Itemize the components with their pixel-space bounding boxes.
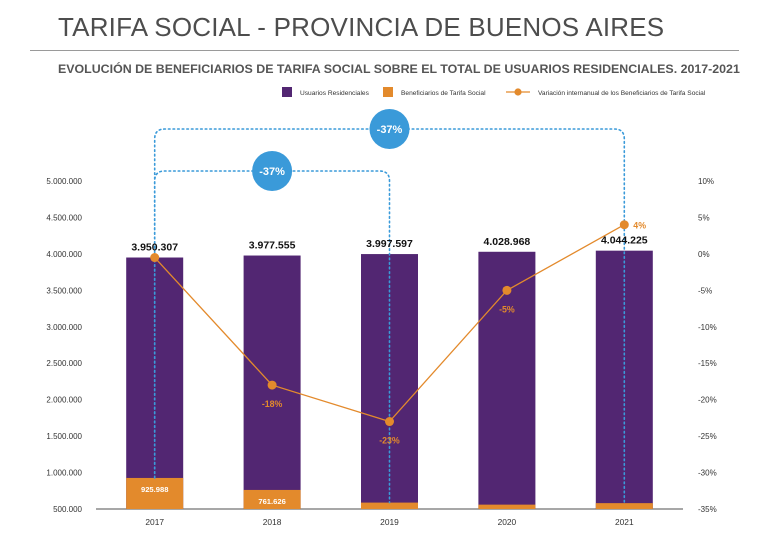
legend-label-2: Variación internanual de los Beneficiari… bbox=[538, 90, 706, 97]
y-right-tick-label: -10% bbox=[698, 323, 717, 332]
y-left-tick-label: 4.500.000 bbox=[46, 213, 82, 222]
legend-label-0: Usuarios Residenciales bbox=[300, 90, 370, 97]
variation-label: 4% bbox=[633, 221, 646, 231]
bar-beneficiarios-2017 bbox=[126, 477, 184, 509]
bar-value-label: 580.454 bbox=[611, 510, 639, 519]
x-tick-label: 2018 bbox=[263, 517, 282, 527]
bar-beneficiarios-2020 bbox=[478, 504, 536, 509]
comparison-badge-0 bbox=[252, 151, 293, 191]
variation-point-2018 bbox=[267, 380, 277, 390]
variation-line bbox=[150, 220, 629, 427]
comparison-brackets: -37% -37% bbox=[153, 109, 626, 504]
x-tick-label: 2019 bbox=[380, 517, 399, 527]
y-right-tick-label: -30% bbox=[698, 469, 717, 478]
y-left-tick-label: 3.000.000 bbox=[46, 323, 82, 332]
y-right-tick-label: -35% bbox=[698, 505, 717, 514]
legend-label-1: Beneficiarios de Tarifa Social bbox=[401, 90, 486, 97]
y-right-tick-label: 5% bbox=[698, 213, 710, 222]
y-left-tick-label: 2.500.000 bbox=[46, 359, 82, 368]
x-tick-label: 2021 bbox=[615, 517, 634, 527]
bar-value-label: 925.988 bbox=[141, 485, 168, 494]
y-right-tick-label: 10% bbox=[698, 177, 714, 186]
y-right-tick-label: -25% bbox=[698, 432, 717, 441]
bar-value-label: 3.977.555 bbox=[249, 240, 296, 252]
y-right-tick-label: 0% bbox=[698, 250, 710, 259]
chart-subtitle: EVOLUCIÓN DE BENEFICIARIOS DE TARIFA SOC… bbox=[58, 62, 740, 76]
y-left-tick-label: 5.000.000 bbox=[46, 177, 82, 186]
legend-marker bbox=[514, 88, 522, 96]
bar-value-label: 559.938 bbox=[493, 512, 520, 521]
y-left-tick-label: 4.000.000 bbox=[46, 250, 82, 259]
variation-point-2020 bbox=[502, 285, 512, 295]
bar-beneficiarios-2019 bbox=[361, 502, 418, 509]
y-right-tick-label: -5% bbox=[698, 286, 712, 295]
legend-swatch-1 bbox=[383, 87, 393, 97]
bar-beneficiarios-2018 bbox=[243, 489, 301, 509]
bar-value-label: 587.952 bbox=[376, 510, 403, 519]
variation-point-2019 bbox=[385, 417, 394, 427]
bar-value-label: 4.044.225 bbox=[601, 235, 648, 247]
y-right-tick-label: -15% bbox=[698, 359, 717, 368]
bar-value-label: 3.997.597 bbox=[366, 238, 413, 250]
variation-point-2017 bbox=[150, 253, 160, 263]
bar-value-label: 4.028.968 bbox=[484, 236, 531, 248]
y-left-tick-label: 2.000.000 bbox=[46, 396, 82, 405]
title-divider bbox=[30, 50, 739, 51]
y-left-tick-label: 1.000.000 bbox=[46, 469, 82, 478]
variation-point-2021 bbox=[619, 220, 629, 230]
comparison-badge-label: -37% bbox=[377, 124, 403, 136]
legend: Usuarios Residenciales Beneficiarios de T… bbox=[282, 87, 706, 97]
data-labels: 3.950.307 925.988 3.977.555 761.626 3.997.59… bbox=[131, 221, 647, 521]
page-title: TARIFA SOCIAL - PROVINCIA DE BUENOS AIRE… bbox=[58, 12, 665, 42]
variation-label: -23% bbox=[379, 436, 400, 446]
variation-label: -18% bbox=[262, 399, 283, 409]
x-tick-label: 2020 bbox=[498, 517, 517, 527]
y-left-tick-label: 500.000 bbox=[53, 505, 82, 514]
legend-swatch-0 bbox=[282, 87, 292, 97]
comparison-badge-1 bbox=[369, 109, 410, 149]
bar-value-label: 761.626 bbox=[258, 497, 285, 506]
bar-value-label: 3.950.307 bbox=[131, 242, 178, 254]
comparison-badge-label: -37% bbox=[259, 166, 285, 178]
x-tick-label: 2017 bbox=[145, 517, 164, 527]
y-left-tick-label: 1.500.000 bbox=[46, 432, 82, 441]
variation-label: -5% bbox=[499, 304, 515, 314]
y-right-tick-label: -20% bbox=[698, 396, 717, 405]
y-left-tick-label: 3.500.000 bbox=[46, 286, 82, 295]
bar-beneficiarios-2021 bbox=[595, 503, 653, 509]
